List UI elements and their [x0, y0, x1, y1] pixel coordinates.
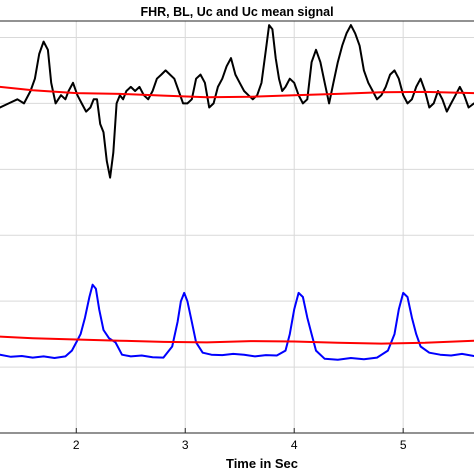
- series-line-3: [0, 283, 474, 361]
- series-line-2: [0, 85, 474, 99]
- x-tick-label: 4: [291, 438, 298, 452]
- x-tick-label: 5: [400, 438, 407, 452]
- series-line-1: [0, 24, 474, 179]
- plot-axes: [0, 20, 474, 434]
- plot-series: [0, 24, 474, 361]
- grid-lines: [0, 21, 474, 433]
- series-line-4: [0, 335, 474, 345]
- chart-title: FHR, BL, Uc and Uc mean signal: [140, 5, 333, 19]
- x-axis-label: Time in Sec: [226, 456, 298, 471]
- x-tick-labels: 2 3 4 5: [73, 428, 407, 452]
- x-tick-label: 3: [182, 438, 189, 452]
- x-tick-label: 2: [73, 438, 80, 452]
